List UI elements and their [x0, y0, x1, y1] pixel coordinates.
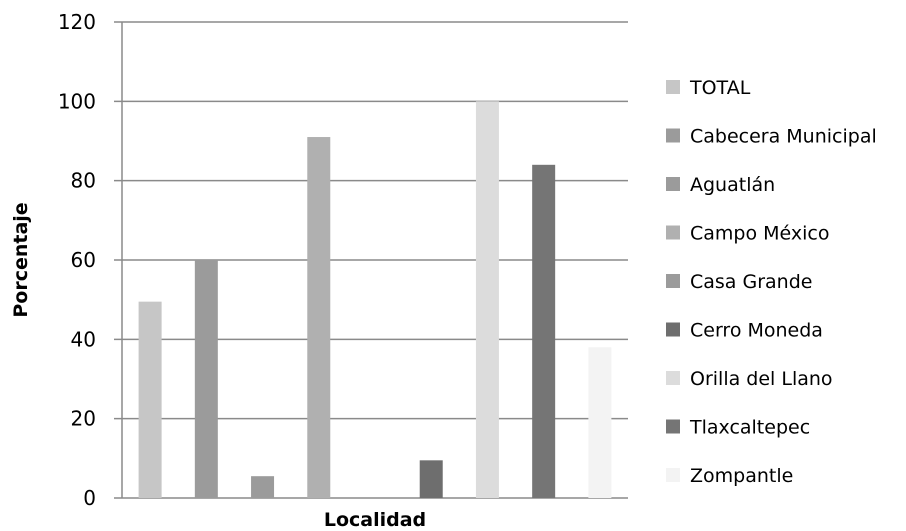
legend-label-0: TOTAL	[689, 77, 751, 99]
legend-label-3: Campo México	[690, 223, 830, 245]
bar-orilla-del-llano	[476, 101, 499, 498]
y-axis-title: Porcentaje	[10, 202, 32, 317]
y-tick-labels: 0 20 40 60 80 100 120	[58, 10, 96, 510]
legend-label-2: Aguatlán	[690, 174, 775, 196]
y-tick-label-100: 100	[58, 89, 96, 113]
legend-label-6: Orilla del Llano	[690, 368, 833, 390]
y-tick-label-0: 0	[83, 486, 96, 510]
x-axis-title: Localidad	[324, 509, 426, 531]
bars	[139, 101, 612, 498]
bar-campo-méxico	[307, 137, 330, 498]
legend-swatch-1	[666, 129, 680, 143]
legend-label-8: Zompantle	[690, 465, 793, 487]
bar-total	[139, 302, 162, 498]
legend-swatch-2	[666, 177, 680, 191]
bar-zompantle	[588, 347, 611, 498]
y-tick-label-80: 80	[71, 169, 96, 193]
legend-label-4: Casa Grande	[690, 271, 812, 293]
legend-swatch-0	[666, 80, 680, 94]
legend-label-1: Cabecera Municipal	[690, 126, 877, 148]
legend-swatch-8	[666, 468, 680, 482]
y-tick-label-120: 120	[58, 10, 96, 34]
legend-swatch-3	[666, 226, 680, 240]
y-tick-label-60: 60	[71, 248, 96, 272]
legend-swatch-6	[666, 371, 680, 385]
legend-swatch-4	[666, 274, 680, 288]
legend-label-5: Cerro Moneda	[690, 320, 823, 342]
y-tick-label-20: 20	[71, 407, 96, 431]
y-tick-label-40: 40	[71, 327, 96, 351]
bar-tlaxcaltepec	[532, 165, 555, 498]
legend: TOTAL Cabecera Municipal Aguatlán Campo Méx…	[666, 77, 877, 487]
bar-cabecera-municipal	[195, 260, 218, 498]
legend-swatch-5	[666, 323, 680, 337]
legend-label-7: Tlaxcaltepec	[689, 417, 810, 439]
bar-aguatlán	[251, 476, 274, 498]
bar-cerro-moneda	[420, 460, 443, 498]
legend-swatch-7	[666, 420, 680, 434]
